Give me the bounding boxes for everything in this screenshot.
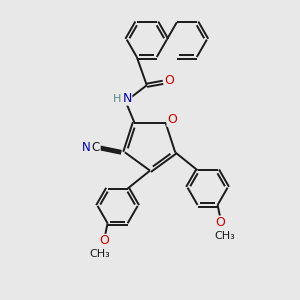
Text: O: O — [216, 216, 226, 229]
Text: O: O — [100, 235, 110, 248]
Text: H: H — [113, 94, 122, 103]
Text: CH₃: CH₃ — [214, 231, 235, 241]
Text: O: O — [164, 74, 174, 87]
Text: N: N — [122, 92, 132, 105]
Text: N: N — [82, 141, 90, 154]
Text: O: O — [167, 113, 177, 126]
Text: C: C — [92, 141, 100, 154]
Text: CH₃: CH₃ — [90, 249, 111, 259]
